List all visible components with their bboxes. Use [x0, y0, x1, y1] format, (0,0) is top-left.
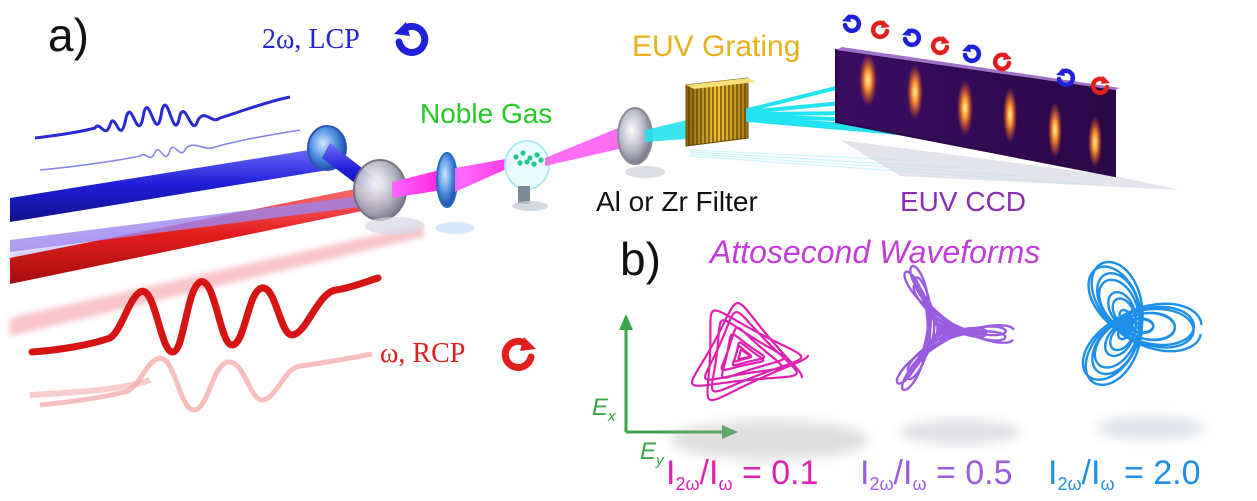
ccd-label: EUV CCD	[900, 186, 1027, 217]
blue-beam-label: 2ω, LCP	[262, 24, 360, 55]
focusing-lens	[436, 152, 458, 208]
grating-label: EUV Grating	[632, 30, 801, 63]
blue-waveform	[34, 95, 291, 140]
lcp-handedness-icon	[962, 44, 982, 64]
ratio-label-1: I2ω/Iω = 0.1	[666, 454, 819, 494]
ccd-spots	[859, 54, 1102, 168]
waveform-trace-1	[691, 302, 810, 402]
gas-label: Noble Gas	[420, 98, 553, 129]
dichroic-mirror-shadow	[365, 217, 425, 235]
waveform-trace-2	[895, 264, 1015, 392]
euv-ccd-shadow	[840, 140, 1180, 190]
rcp-handedness-icon	[870, 20, 890, 40]
lcp-handedness-icon	[902, 28, 922, 48]
euv-grating-top	[686, 78, 756, 89]
rcp-circular-arrow-icon	[501, 337, 536, 371]
waveform-trace-3	[1081, 260, 1203, 386]
lavender-beam	[10, 196, 366, 252]
red-waveform-shadow	[39, 351, 373, 413]
panel-b-plots	[619, 260, 1205, 460]
red-beam-label: ω, RCP	[380, 338, 466, 369]
panel-a-label: a)	[48, 9, 89, 61]
euv-ccd-top	[836, 47, 1120, 90]
combined-beam	[392, 170, 442, 198]
panel-b-label: b)	[620, 233, 661, 285]
handedness-icons	[842, 14, 1110, 96]
gas-cell-shadow	[512, 201, 548, 211]
waveform-shadows	[670, 416, 1205, 460]
red-waveform	[28, 274, 382, 356]
rcp-handedness-icon	[930, 36, 950, 56]
waveform-plots	[691, 260, 1203, 402]
axis-ey-label: Ey	[640, 438, 664, 469]
lcp-handedness-icon	[842, 14, 862, 34]
blue-waveform-shadow	[39, 129, 301, 171]
ratio-label-3: I2ω/Iω = 2.0	[1048, 454, 1201, 494]
gas-cell-post	[518, 186, 530, 204]
gas-cell	[504, 140, 550, 190]
harmonic-beam	[545, 124, 632, 166]
lcp-handedness-icon	[1056, 68, 1076, 88]
rcp-handedness-icon	[1090, 76, 1110, 96]
metal-filter-shadow	[625, 166, 665, 178]
focusing-lens-shadow	[435, 222, 475, 234]
blue-beam	[10, 146, 340, 222]
ratio-label-2: I2ω/Iω = 0.5	[860, 454, 1013, 494]
gas-atoms	[513, 150, 544, 167]
axis-ex-label: Ex	[592, 394, 616, 425]
euv-grating-lines	[686, 78, 748, 146]
lcp-circular-arrow-icon	[394, 22, 429, 56]
panel-b-title: Attosecond Waveforms	[710, 234, 1041, 270]
filter-label: Al or Zr Filter	[596, 186, 758, 217]
rcp-handedness-icon	[992, 52, 1012, 72]
panel-a-schematic	[10, 14, 1180, 413]
